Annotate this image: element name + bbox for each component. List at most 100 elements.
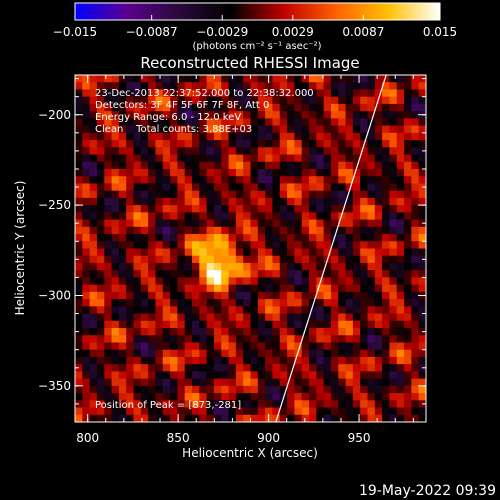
- heatmap-cell: [89, 299, 98, 307]
- heatmap-cell: [279, 190, 288, 199]
- heatmap-cell: [309, 313, 317, 322]
- heatmap-cell: [126, 378, 135, 387]
- heatmap-cell: [374, 255, 383, 264]
- heatmap-cell: [155, 313, 164, 322]
- heatmap-cell: [221, 335, 230, 344]
- heatmap-cell: [213, 385, 222, 394]
- heatmap-cell: [235, 393, 244, 401]
- heatmap-cell: [235, 270, 244, 279]
- heatmap-cell: [396, 96, 405, 105]
- heatmap-cell: [272, 176, 281, 185]
- heatmap-cell: [228, 125, 237, 134]
- heatmap-cell: [133, 82, 142, 91]
- heatmap-cell: [170, 349, 178, 358]
- heatmap-cell: [374, 284, 383, 293]
- heatmap-cell: [192, 212, 200, 221]
- heatmap-cell: [389, 82, 398, 91]
- heatmap-cell: [279, 241, 288, 250]
- heatmap-cell: [352, 400, 361, 409]
- heatmap-cell: [338, 306, 347, 315]
- heatmap-cell: [89, 118, 98, 127]
- heatmap-cell: [323, 140, 332, 148]
- heatmap-cell: [323, 299, 332, 307]
- heatmap-cell: [184, 212, 193, 221]
- heatmap-cell: [89, 147, 98, 156]
- heatmap-cell: [287, 400, 295, 409]
- heatmap-cell: [257, 118, 266, 127]
- heatmap-cell: [330, 378, 339, 387]
- heatmap-cell: [367, 248, 376, 257]
- heatmap-cell: [374, 328, 383, 336]
- heatmap-cell: [133, 320, 142, 329]
- heatmap-cell: [287, 291, 295, 300]
- heatmap-cell: [104, 328, 113, 336]
- heatmap-cell: [213, 89, 222, 98]
- heatmap-cell: [228, 183, 237, 192]
- heatmap-cell: [316, 414, 325, 422]
- heatmap-cell: [228, 262, 237, 271]
- heatmap-cell: [374, 82, 383, 91]
- heatmap-cell: [184, 111, 193, 119]
- heatmap-cell: [199, 82, 208, 91]
- heatmap-cell: [265, 400, 274, 409]
- heatmap-cell: [213, 154, 222, 163]
- heatmap-cell: [111, 212, 120, 221]
- heatmap-cell: [243, 168, 252, 177]
- heatmap-cell: [235, 378, 244, 387]
- heatmap-cell: [287, 212, 295, 221]
- heatmap-cell: [287, 328, 295, 336]
- heatmap-cell: [396, 132, 405, 141]
- heatmap-cell: [360, 400, 369, 409]
- heatmap-cell: [96, 176, 105, 185]
- heatmap-cell: [418, 299, 426, 307]
- heatmap-cell: [330, 176, 339, 185]
- heatmap-cell: [213, 342, 222, 351]
- heatmap-cell: [96, 118, 105, 127]
- heatmap-cell: [96, 82, 105, 91]
- heatmap-cell: [213, 400, 222, 409]
- heatmap-cell: [265, 118, 274, 127]
- heatmap-cell: [155, 226, 164, 235]
- heatmap-cell: [352, 320, 361, 329]
- heatmap-cell: [316, 270, 325, 279]
- heatmap-cell: [411, 161, 420, 170]
- heatmap-cell: [265, 241, 274, 250]
- heatmap-cell: [126, 291, 135, 300]
- heatmap-cell: [206, 277, 215, 286]
- heatmap-cell: [155, 241, 164, 250]
- heatmap-cell: [184, 241, 193, 250]
- heatmap-cell: [418, 89, 426, 98]
- heatmap-cell: [82, 234, 91, 242]
- heatmap-cell: [404, 277, 412, 286]
- heatmap-cell: [140, 176, 149, 185]
- heatmap-cell: [250, 385, 259, 394]
- heatmap-cell: [170, 255, 178, 264]
- heatmap-cell: [301, 356, 310, 365]
- heatmap-cell: [338, 205, 347, 213]
- heatmap-cell: [352, 176, 361, 185]
- heatmap-cell: [257, 197, 266, 206]
- heatmap-cell: [235, 125, 244, 134]
- heatmap-cell: [250, 364, 259, 372]
- heatmap-cell: [309, 328, 317, 336]
- heatmap-cell: [111, 255, 120, 264]
- heatmap-cell: [89, 349, 98, 358]
- heatmap-cell: [228, 140, 237, 148]
- heatmap-cell: [352, 168, 361, 177]
- heatmap-cell: [133, 140, 142, 148]
- heatmap-cell: [272, 255, 281, 264]
- x-tick-label: 800: [76, 431, 99, 445]
- heatmap-cell: [338, 125, 347, 134]
- heatmap-cell: [257, 277, 266, 286]
- heatmap-cell: [367, 393, 376, 401]
- heatmap-cell: [221, 364, 230, 372]
- heatmap-cell: [111, 132, 120, 141]
- heatmap-cell: [96, 183, 105, 192]
- heatmap-cell: [374, 349, 383, 358]
- heatmap-cell: [382, 262, 391, 271]
- heatmap-cell: [170, 111, 178, 119]
- heatmap-cell: [177, 248, 186, 257]
- heatmap-cell: [265, 349, 274, 358]
- heatmap-cell: [345, 111, 354, 119]
- heatmap-cell: [162, 385, 171, 394]
